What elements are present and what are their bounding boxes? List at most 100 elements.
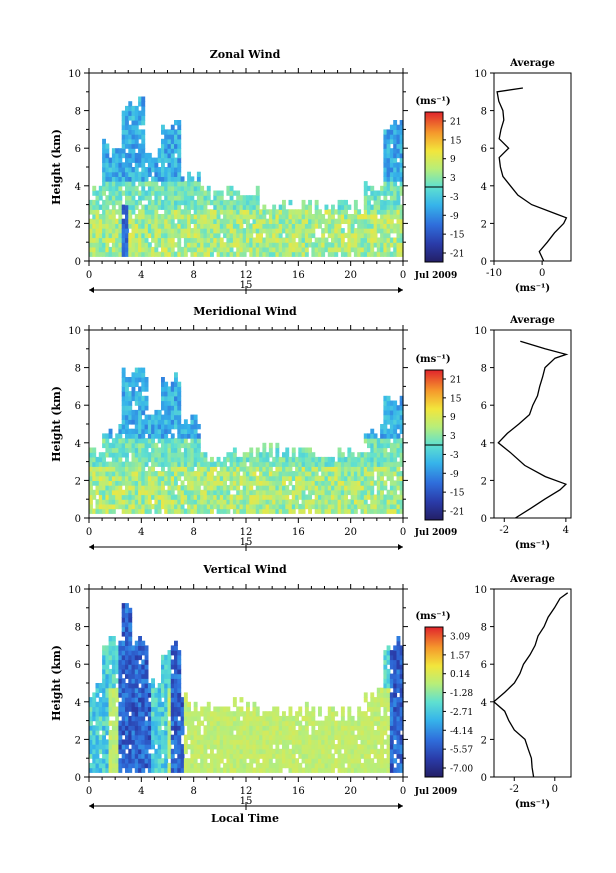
heatmap-cell	[337, 494, 342, 500]
heatmap-cell	[144, 246, 149, 253]
heatmap-cell	[295, 466, 299, 472]
heatmap-cell	[275, 475, 280, 481]
heatmap-cell	[370, 218, 375, 224]
heatmap-cell	[167, 424, 172, 430]
heatmap-cell	[95, 190, 100, 196]
heatmap-cell	[111, 753, 116, 759]
heatmap-cell	[131, 232, 136, 239]
heatmap-cell	[190, 214, 195, 220]
heatmap-cell	[121, 138, 126, 145]
heatmap-cell	[383, 456, 388, 463]
heatmap-cell	[291, 767, 296, 773]
heatmap-cell	[138, 494, 142, 500]
heatmap-cell	[383, 442, 388, 449]
heatmap-cell	[380, 246, 384, 253]
heatmap-cell	[161, 190, 165, 196]
heatmap-cell	[350, 715, 355, 722]
heatmap-cell	[232, 485, 237, 491]
heatmap-cell	[249, 715, 254, 722]
heatmap-cell	[141, 214, 146, 220]
heatmap-cell	[89, 475, 93, 481]
heatmap-cell	[147, 683, 152, 689]
heatmap-cell	[308, 218, 312, 224]
heatmap-cell	[331, 237, 335, 243]
heatmap-cell	[295, 251, 299, 257]
heatmap-cell	[128, 678, 133, 684]
heatmap-cell	[108, 758, 113, 764]
heatmap-cell	[144, 167, 149, 173]
heatmap-cell	[288, 762, 293, 769]
heatmap-cell	[164, 143, 169, 149]
heatmap-cell	[134, 650, 139, 656]
heatmap-cell	[115, 223, 120, 229]
heatmap-cell	[138, 372, 142, 378]
heatmap-cell	[157, 251, 162, 257]
heatmap-cell	[105, 218, 110, 224]
heatmap-cell	[318, 725, 322, 731]
heatmap-cell	[121, 232, 126, 239]
heatmap-cell	[268, 214, 273, 220]
heatmap-cell	[383, 400, 388, 406]
heatmap-cell	[164, 447, 169, 453]
heatmap-cell	[396, 218, 401, 224]
heatmap-cell	[331, 232, 335, 239]
heatmap-cell	[268, 739, 273, 745]
heatmap-cell	[376, 251, 381, 257]
heatmap-cell	[147, 706, 152, 712]
heatmap-cell	[380, 223, 384, 229]
heatmap-cell	[327, 214, 332, 220]
heatmap-cell	[249, 209, 254, 215]
heatmap-cell	[255, 499, 260, 505]
heatmap-cell	[272, 762, 277, 769]
heatmap-cell	[125, 424, 129, 430]
heatmap-cell	[105, 242, 110, 248]
heatmap-cell	[242, 485, 247, 491]
heatmap-cell	[226, 190, 231, 196]
heatmap-cell	[138, 734, 142, 740]
heatmap-cell	[262, 503, 267, 510]
heatmap-cell	[128, 377, 133, 383]
heatmap-cell	[203, 748, 208, 755]
heatmap-cell	[203, 251, 208, 257]
heatmap-cell	[121, 167, 126, 173]
heatmap-cell	[278, 730, 283, 736]
heatmap-cell	[187, 171, 191, 177]
heatmap-cell	[105, 692, 110, 698]
heatmap-cell	[164, 471, 169, 477]
heatmap-cell	[131, 386, 136, 392]
heatmap-cell	[200, 214, 205, 220]
heatmap-cell	[298, 214, 303, 220]
heatmap-cell	[380, 744, 384, 750]
heatmap-cell	[223, 767, 227, 773]
heatmap-cell	[121, 489, 126, 496]
heatmap-cell	[304, 701, 309, 708]
heatmap-cell	[121, 414, 126, 420]
heatmap-cell	[118, 452, 123, 458]
heatmap-cell	[376, 748, 381, 755]
heatmap-cell	[386, 701, 391, 708]
heatmap-cell	[360, 715, 365, 722]
heatmap-cell	[301, 223, 306, 229]
heatmap-cell	[380, 447, 384, 453]
heatmap-cell	[213, 466, 218, 472]
heatmap-cell	[239, 508, 244, 514]
heatmap-cell	[275, 711, 280, 717]
heatmap-cell	[389, 725, 394, 731]
heatmap-cell	[301, 471, 306, 477]
heatmap-cell	[174, 475, 178, 481]
heatmap-cell	[223, 475, 227, 481]
heatmap-cell	[111, 442, 116, 449]
heatmap-cell	[246, 706, 250, 712]
heatmap-cell	[174, 499, 178, 505]
heatmap-cell	[131, 711, 136, 717]
heatmap-cell	[304, 494, 309, 500]
heatmap-cell	[89, 242, 93, 248]
heatmap-cell	[131, 414, 136, 420]
heatmap-cell	[121, 237, 126, 243]
heatmap-cell	[373, 456, 378, 463]
heatmap-cell	[393, 744, 398, 750]
heatmap-cell	[318, 218, 322, 224]
heatmap-cell	[128, 748, 133, 755]
heatmap-cell	[265, 475, 270, 481]
